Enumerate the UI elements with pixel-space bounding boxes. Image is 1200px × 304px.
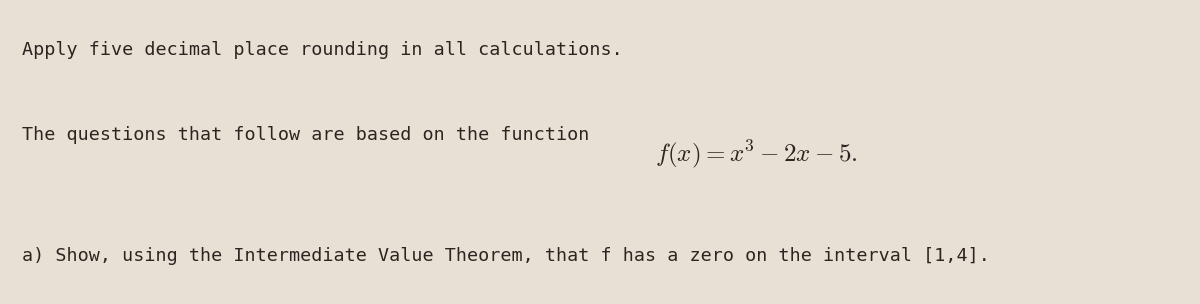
Text: $f(x) = x^3 - 2x - 5.$: $f(x) = x^3 - 2x - 5.$ xyxy=(655,139,858,170)
Text: The questions that follow are based on the function: The questions that follow are based on t… xyxy=(22,126,611,144)
Text: a) Show, using the Intermediate Value Theorem, that f has a zero on the interval: a) Show, using the Intermediate Value Th… xyxy=(22,247,990,265)
Text: Apply five decimal place rounding in all calculations.: Apply five decimal place rounding in all… xyxy=(22,41,623,59)
